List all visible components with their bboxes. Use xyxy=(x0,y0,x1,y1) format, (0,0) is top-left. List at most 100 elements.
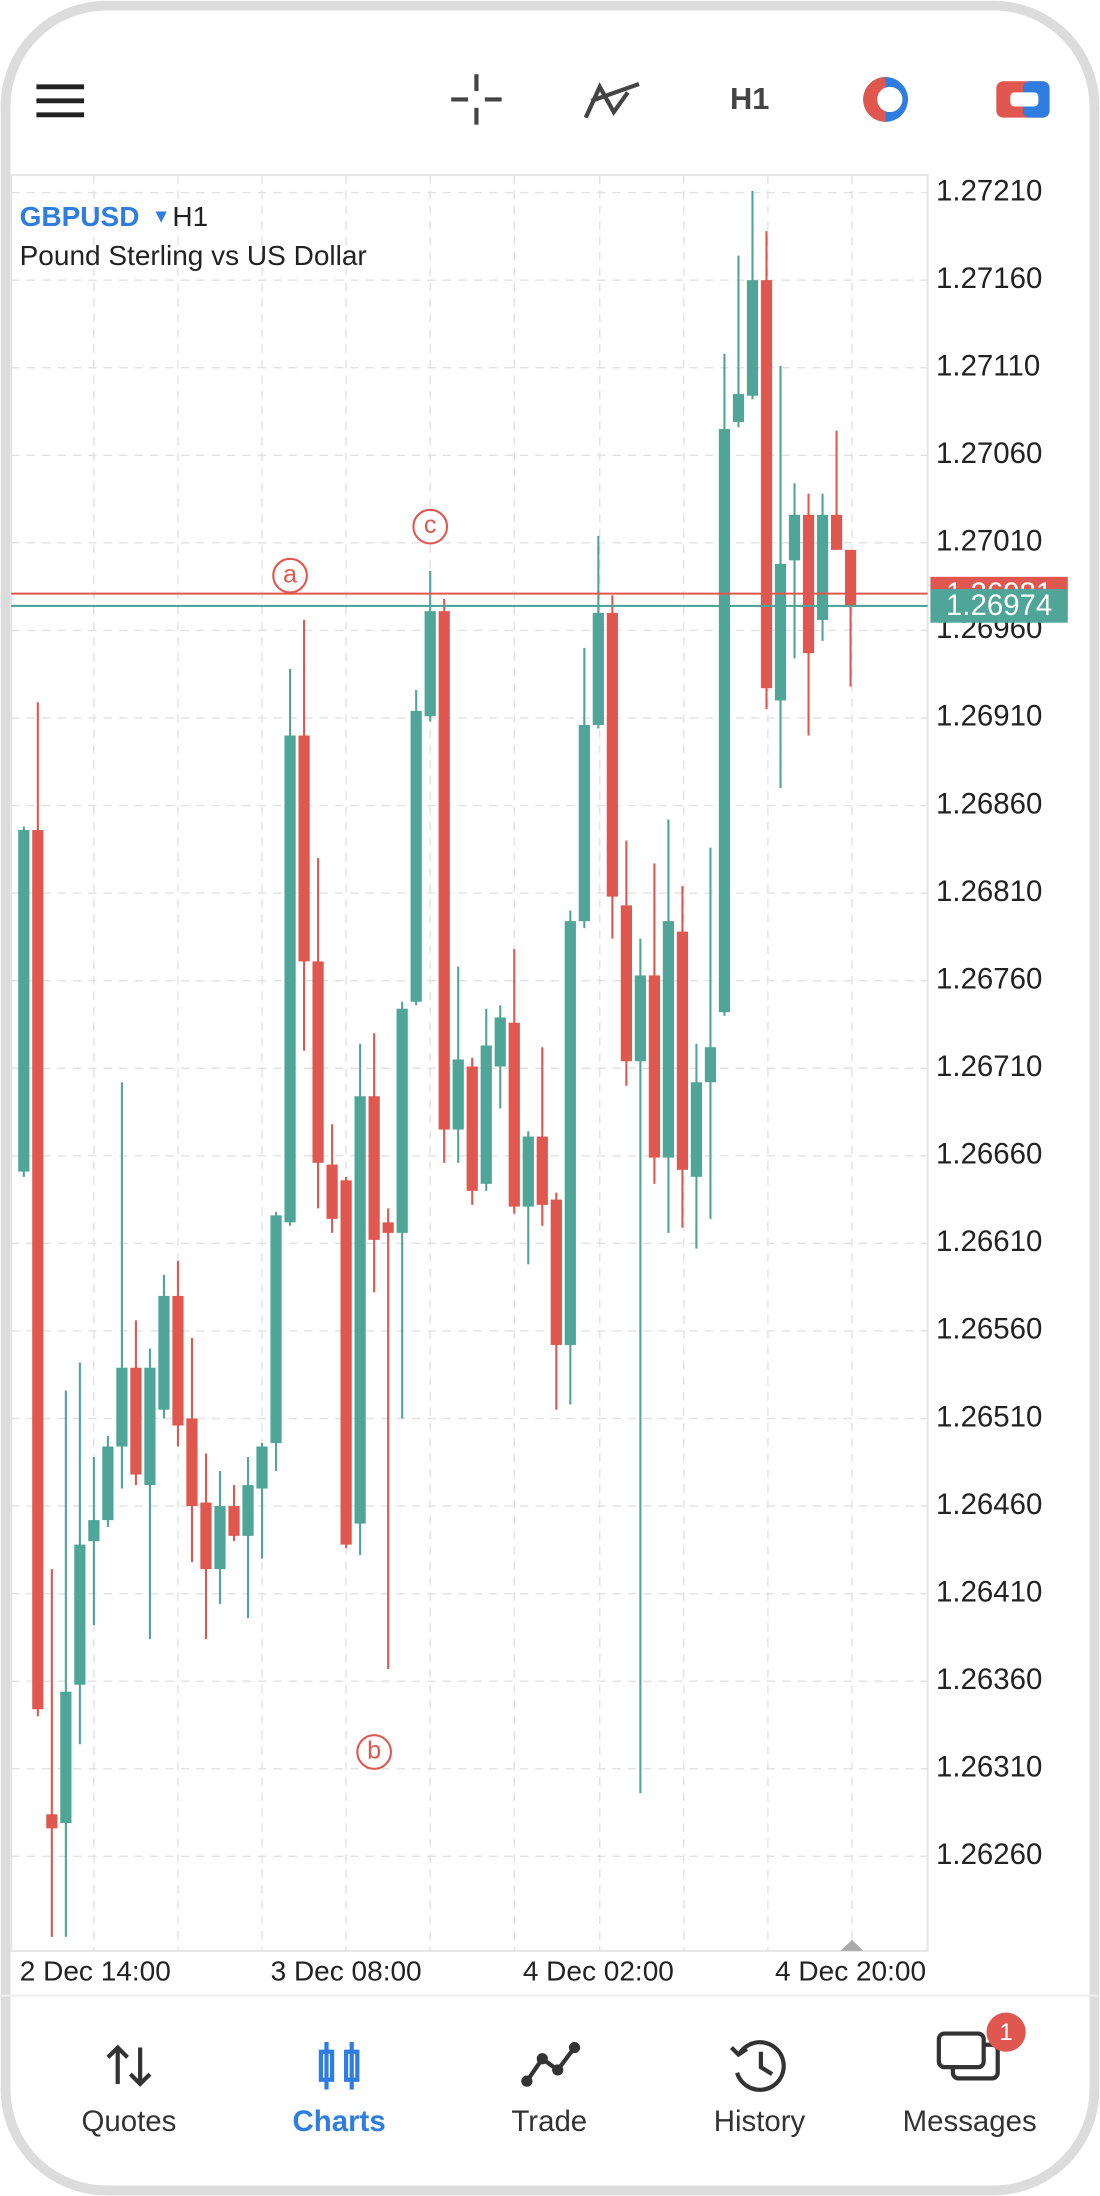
candle-body xyxy=(592,612,604,725)
candle-body xyxy=(704,1047,717,1083)
y-tick-label: 1.26610 xyxy=(936,1225,1042,1258)
indicators-button[interactable] xyxy=(583,82,640,119)
quotes-icon[interactable] xyxy=(106,2044,152,2087)
candle-body xyxy=(270,1215,282,1444)
candle-body xyxy=(228,1506,240,1536)
chart-timeframe: H1 xyxy=(172,201,208,232)
badge xyxy=(986,2012,1026,2052)
candle-body xyxy=(326,1164,338,1219)
candle-body xyxy=(130,1367,142,1475)
vertical-grid xyxy=(93,175,853,1951)
messages-icon[interactable] xyxy=(936,2031,1000,2081)
y-tick-label: 1.27110 xyxy=(936,349,1040,382)
candle-body xyxy=(102,1446,114,1521)
nav-label[interactable]: Messages xyxy=(903,2105,1037,2138)
candle-body xyxy=(396,1008,408,1233)
candle-body xyxy=(522,1136,534,1207)
candle-body xyxy=(718,429,731,1013)
candle-body xyxy=(200,1502,212,1570)
candle-body xyxy=(438,611,450,1130)
candle-body xyxy=(144,1367,156,1486)
x-tick-label: 4 Dec 20:00 xyxy=(775,1956,926,1987)
candle-body xyxy=(18,830,30,1172)
nav-label[interactable]: History xyxy=(714,2105,806,2138)
charts-icon[interactable] xyxy=(318,2041,360,2090)
candle-body xyxy=(760,280,773,689)
candle-body xyxy=(844,549,857,606)
annotation-circle xyxy=(356,1734,393,1770)
shift-marker[interactable] xyxy=(840,1939,864,1951)
candle-body xyxy=(242,1485,254,1536)
candle-body xyxy=(676,931,689,1170)
candle-body xyxy=(312,961,324,1163)
y-tick-label: 1.26710 xyxy=(936,1050,1042,1083)
candle-body xyxy=(816,514,829,620)
y-tick-label: 1.27210 xyxy=(936,174,1042,207)
y-tick-label: 1.26510 xyxy=(936,1400,1042,1433)
candle-body xyxy=(466,1066,478,1191)
candle-body xyxy=(32,830,44,1710)
annotation: a xyxy=(283,560,298,588)
candle-body xyxy=(214,1506,226,1570)
candle-body xyxy=(354,1096,366,1524)
candle-body xyxy=(256,1446,268,1489)
candle-body xyxy=(578,724,590,922)
candle-body xyxy=(774,563,787,701)
symbol-description: Pound Sterling vs US Dollar xyxy=(20,240,367,271)
timeframe-button[interactable]: H1 xyxy=(730,81,769,116)
x-tick-label: 4 Dec 02:00 xyxy=(523,1956,674,1987)
candle-body xyxy=(410,710,422,1002)
crosshair-button[interactable] xyxy=(451,74,502,125)
history-icon[interactable] xyxy=(729,2040,786,2092)
menu-button[interactable] xyxy=(36,84,85,118)
candle-body xyxy=(452,1059,464,1130)
candle-body xyxy=(508,1022,520,1207)
trade-clock-button[interactable] xyxy=(863,77,909,122)
candle-body xyxy=(172,1295,184,1426)
candle-body xyxy=(536,1136,548,1205)
candle-body xyxy=(648,975,660,1158)
candle-body xyxy=(802,514,815,654)
annotation-circle xyxy=(272,557,308,594)
candle-body xyxy=(186,1418,198,1507)
candle-body xyxy=(494,1017,506,1067)
annotation: b xyxy=(367,1737,381,1765)
one-click-button[interactable] xyxy=(996,81,1050,118)
candle-body xyxy=(88,1520,100,1542)
candle-body xyxy=(158,1295,170,1410)
candle-body xyxy=(690,1082,703,1177)
candle-body xyxy=(368,1096,380,1240)
trade-icon[interactable] xyxy=(521,2041,581,2087)
y-tick-label: 1.26460 xyxy=(936,1488,1042,1521)
candle-body xyxy=(46,1814,58,1829)
candle-body xyxy=(564,921,576,1345)
candle-body xyxy=(480,1045,492,1184)
y-tick-label: 1.26760 xyxy=(936,962,1042,995)
y-tick-label: 1.26810 xyxy=(936,875,1042,908)
symbol-dropdown[interactable] xyxy=(155,211,167,223)
y-tick-label: 1.26260 xyxy=(936,1838,1042,1871)
nav-label[interactable]: Charts xyxy=(293,2105,386,2138)
candle-body xyxy=(606,612,618,897)
nav-label[interactable]: Trade xyxy=(511,2105,587,2138)
candle-body xyxy=(60,1691,72,1824)
symbol[interactable]: GBPUSD xyxy=(20,201,140,232)
x-tick-label: 2 Dec 14:00 xyxy=(20,1956,171,1987)
bid-label: 1.26974 xyxy=(946,589,1052,622)
candle-body xyxy=(298,735,310,962)
candle-body xyxy=(788,514,801,561)
badge-count: 1 xyxy=(999,2019,1012,2046)
y-tick-label: 1.26660 xyxy=(936,1138,1042,1171)
nav-label[interactable]: Quotes xyxy=(81,2105,176,2138)
candle-body xyxy=(74,1544,86,1685)
candle-body xyxy=(382,1222,394,1233)
candle-body xyxy=(116,1367,128,1447)
candle-body xyxy=(620,905,632,1062)
y-tick-label: 1.26310 xyxy=(936,1751,1042,1784)
nav-labels: Quotes Charts Trade History Messages xyxy=(81,2105,1036,2138)
bid-label-bg xyxy=(930,589,1068,623)
